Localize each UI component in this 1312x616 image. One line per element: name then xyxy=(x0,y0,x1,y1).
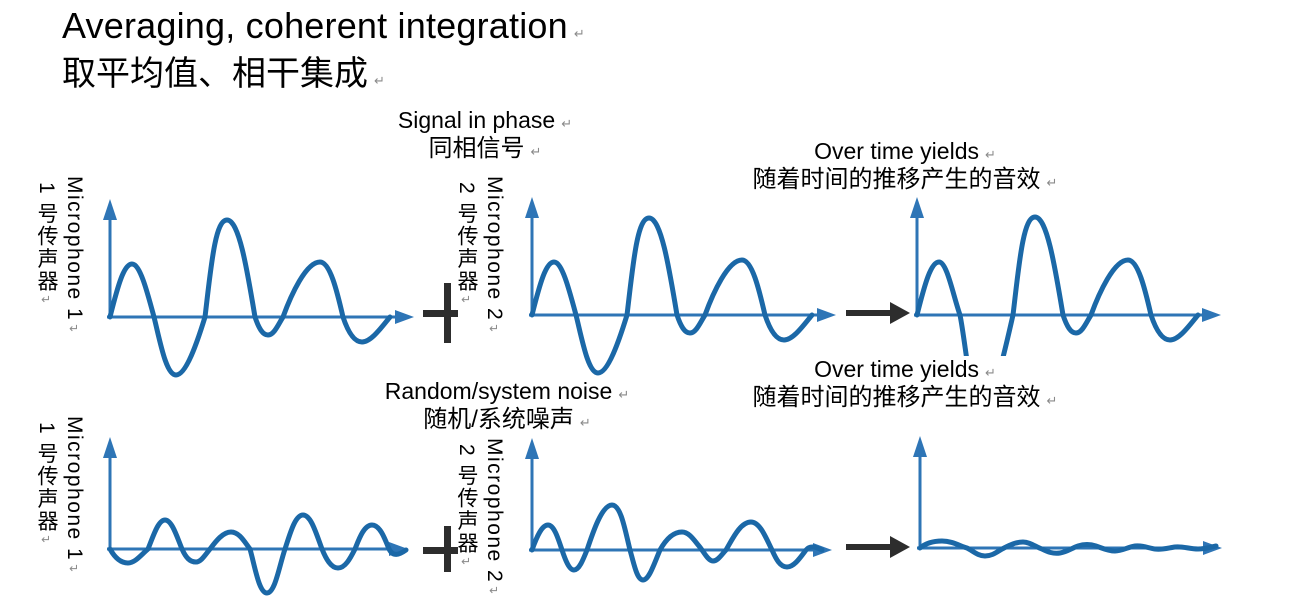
paragraph-mark-icon: ↵ xyxy=(618,387,630,402)
waveform-path xyxy=(107,217,393,378)
mic-label-en: Microphone 2↵ xyxy=(480,438,508,608)
paragraph-mark-icon: ↵ xyxy=(374,72,385,88)
title-chinese: 取平均值、相干集成 ↵ xyxy=(62,54,585,95)
mic-label-en: Microphone 2↵ xyxy=(480,176,508,366)
waveform-path xyxy=(529,215,815,376)
label-text: 随着时间的推移产生的音效 xyxy=(752,383,1041,411)
title-english: Averaging, coherent integration ↵ xyxy=(62,6,585,46)
label-text: 随机/系统噪声 xyxy=(423,405,574,433)
mic-label-zh-text: 1 号传声器 xyxy=(35,422,58,533)
paragraph-mark-icon: ↵ xyxy=(487,583,501,599)
label-over-time-bottom-en: Over time yields ↵ xyxy=(735,356,1075,384)
mic-label-zh: 2 号传声器↵ xyxy=(452,176,480,366)
paragraph-mark-icon: ↵ xyxy=(39,292,53,309)
paragraph-mark-icon: ↵ xyxy=(561,116,573,131)
mic-label-zh: 2 号传声器↵ xyxy=(452,438,480,608)
mic-label-en-text: Microphone 1 xyxy=(63,176,86,322)
waveform-path xyxy=(917,538,1219,559)
mic-label-en-text: Microphone 1 xyxy=(63,416,86,562)
label-random-noise-en: Random/system noise ↵ xyxy=(372,378,642,406)
paragraph-mark-icon: ↵ xyxy=(579,414,591,430)
mic-label-top-mid: Microphone 2↵ 2 号传声器↵ xyxy=(452,176,508,366)
plot-top-mic1 xyxy=(103,199,414,378)
paragraph-mark-icon: ↵ xyxy=(459,292,473,309)
paragraph-mark-icon: ↵ xyxy=(1046,392,1058,408)
y-axis-arrow-icon xyxy=(103,199,117,220)
y-axis-arrow-icon xyxy=(103,437,117,458)
mic-label-zh-text: 2 号传声器 xyxy=(455,182,478,293)
label-text: Over time yields xyxy=(814,138,979,164)
plus-icon-top xyxy=(423,283,458,343)
y-axis-arrow-icon xyxy=(525,438,539,459)
label-random-noise: Random/system noise ↵ 随机/系统噪声 ↵ xyxy=(372,378,642,435)
paragraph-mark-icon: ↵ xyxy=(459,554,473,571)
label-signal-in-phase: Signal in phase ↵ 同相信号 ↵ xyxy=(355,107,615,163)
label-over-time-bottom-zh: 随着时间的推移产生的音效 ↵ xyxy=(735,384,1075,413)
label-over-time-bottom: Over time yields ↵ 随着时间的推移产生的音效 ↵ xyxy=(735,356,1075,417)
mic-label-top-left: Microphone 1↵ 1 号传声器↵ xyxy=(32,176,88,366)
waveform-path xyxy=(914,214,1201,413)
mic-label-zh: 1 号传声器↵ xyxy=(32,176,60,366)
paragraph-mark-icon: ↵ xyxy=(530,143,542,159)
paragraph-mark-icon: ↵ xyxy=(1046,174,1058,190)
label-random-noise-zh: 随机/系统噪声 ↵ xyxy=(372,406,642,435)
label-over-time-top: Over time yields ↵ 随着时间的推移产生的音效 ↵ xyxy=(735,138,1075,194)
plot-top-mic2 xyxy=(525,197,836,376)
page-title: Averaging, coherent integration ↵ 取平均值、相干… xyxy=(62,6,585,94)
label-text: 同相信号 xyxy=(428,134,525,162)
x-axis-arrow-icon xyxy=(395,310,414,324)
paragraph-mark-icon: ↵ xyxy=(67,321,81,337)
mic-label-bottom-mid: Microphone 2↵ 2 号传声器↵ xyxy=(452,438,508,608)
paragraph-mark-icon: ↵ xyxy=(67,561,81,577)
mic-label-en-text: Microphone 2 xyxy=(483,176,506,322)
mic-label-zh-text: 1 号传声器 xyxy=(35,182,58,293)
x-axis-arrow-icon xyxy=(1202,308,1221,322)
label-signal-in-phase-zh: 同相信号 ↵ xyxy=(355,135,615,164)
arrow-icon-top xyxy=(846,302,910,324)
plot-bottom-mic2 xyxy=(525,438,832,583)
label-signal-in-phase-en: Signal in phase ↵ xyxy=(355,107,615,135)
paragraph-mark-icon: ↵ xyxy=(573,26,585,41)
title-english-text: Averaging, coherent integration xyxy=(62,5,568,46)
label-over-time-top-en: Over time yields ↵ xyxy=(735,138,1075,166)
arrow-icon-bottom xyxy=(846,536,910,558)
x-axis-arrow-icon xyxy=(817,308,836,322)
waveform-path xyxy=(529,502,825,583)
paragraph-mark-icon: ↵ xyxy=(984,365,996,380)
mic-label-bottom-left: Microphone 1↵ 1 号传声器↵ xyxy=(32,416,88,606)
y-axis-arrow-icon xyxy=(913,436,927,457)
y-axis-arrow-icon xyxy=(910,197,924,218)
waveform-path xyxy=(107,512,409,596)
plot-top-result xyxy=(910,197,1221,413)
mic-label-en-text: Microphone 2 xyxy=(483,438,506,584)
mic-label-zh: 1 号传声器↵ xyxy=(32,416,60,606)
plus-icon-bottom xyxy=(423,526,458,572)
mic-label-en: Microphone 1↵ xyxy=(60,176,88,366)
y-axis-arrow-icon xyxy=(525,197,539,218)
label-text: Signal in phase xyxy=(397,107,556,133)
paragraph-mark-icon: ↵ xyxy=(39,532,53,549)
mic-label-en: Microphone 1↵ xyxy=(60,416,88,606)
plot-bottom-result xyxy=(913,436,1222,559)
plot-bottom-mic1 xyxy=(103,437,409,596)
label-text: Random/system noise xyxy=(384,378,613,404)
label-text: 随着时间的推移产生的音效 xyxy=(752,165,1041,193)
label-text: Over time yields xyxy=(814,356,979,382)
paragraph-mark-icon: ↵ xyxy=(487,321,501,337)
title-chinese-text: 取平均值、相干集成 xyxy=(62,54,368,93)
mic-label-zh-text: 2 号传声器 xyxy=(455,444,478,555)
paragraph-mark-icon: ↵ xyxy=(984,147,996,162)
label-over-time-top-zh: 随着时间的推移产生的音效 ↵ xyxy=(735,166,1075,195)
